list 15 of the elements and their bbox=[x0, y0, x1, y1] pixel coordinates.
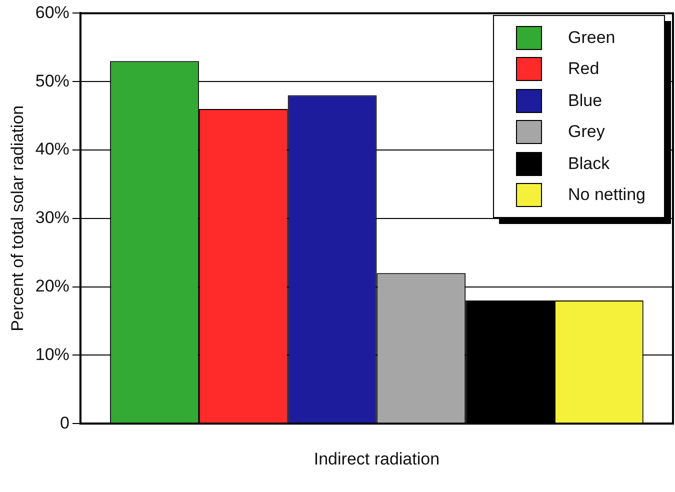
y-axis-title: Percent of total solar radiation bbox=[8, 105, 27, 332]
y-tick-label: 50% bbox=[35, 71, 70, 90]
legend-label: Grey bbox=[568, 122, 605, 142]
legend-label: Green bbox=[568, 28, 616, 48]
y-tick-label: 10% bbox=[35, 344, 70, 364]
y-tick-label: 0 bbox=[60, 413, 70, 432]
legend-label: No netting bbox=[568, 185, 646, 206]
x-tick-label: Indirect radiation bbox=[314, 449, 440, 468]
y-tick-label: 60% bbox=[35, 2, 70, 22]
legend-label: Red bbox=[568, 59, 600, 80]
y-tick-label: 40% bbox=[35, 140, 70, 159]
legend-label: Blue bbox=[568, 90, 602, 111]
legend-label: Black bbox=[568, 154, 610, 174]
y-tick-label: 20% bbox=[35, 276, 70, 296]
y-tick-label: 30% bbox=[35, 208, 70, 228]
